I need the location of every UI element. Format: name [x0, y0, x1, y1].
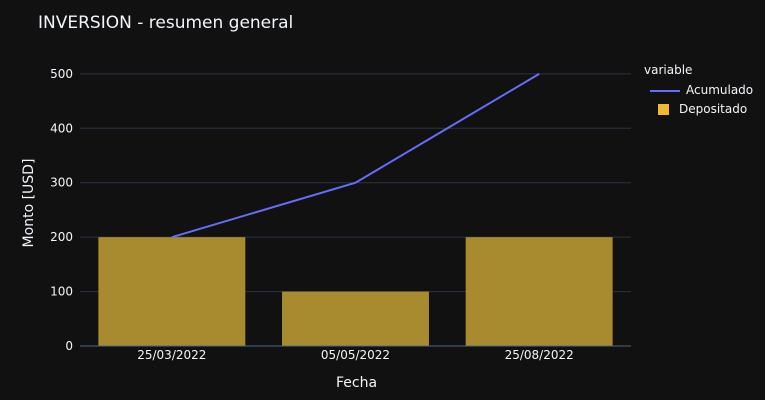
x-axis-label: Fecha — [336, 375, 378, 391]
legend-label-acumulado: Acumulado — [686, 83, 754, 97]
legend-box-swatch — [658, 104, 669, 115]
legend-label-depositado: Depositado — [679, 102, 748, 116]
y-tick-label: 300 — [50, 176, 73, 190]
chart-title: INVERSION - resumen general — [38, 13, 294, 33]
y-tick-label: 100 — [50, 285, 73, 299]
y-tick-label: 500 — [50, 67, 73, 81]
y-tick-label: 0 — [65, 339, 73, 353]
x-tick-label: 25/03/2022 — [137, 348, 206, 362]
legend-line-swatch — [650, 89, 680, 92]
bar — [98, 237, 246, 346]
series-line-acumulado — [171, 73, 540, 239]
legend-title: variable — [644, 63, 693, 77]
y-tick-label: 200 — [50, 230, 73, 244]
y-tick-label: 400 — [50, 121, 73, 135]
x-tick-label: 05/05/2022 — [321, 348, 390, 362]
legend-item-acumulado[interactable]: Acumulado — [650, 83, 753, 97]
legend-item-depositado[interactable]: Depositado — [650, 102, 747, 116]
y-axis-label: Monto [USD] — [21, 158, 37, 248]
bar — [465, 237, 613, 346]
bar — [282, 291, 429, 346]
x-tick-label: 25/08/2022 — [505, 348, 574, 362]
